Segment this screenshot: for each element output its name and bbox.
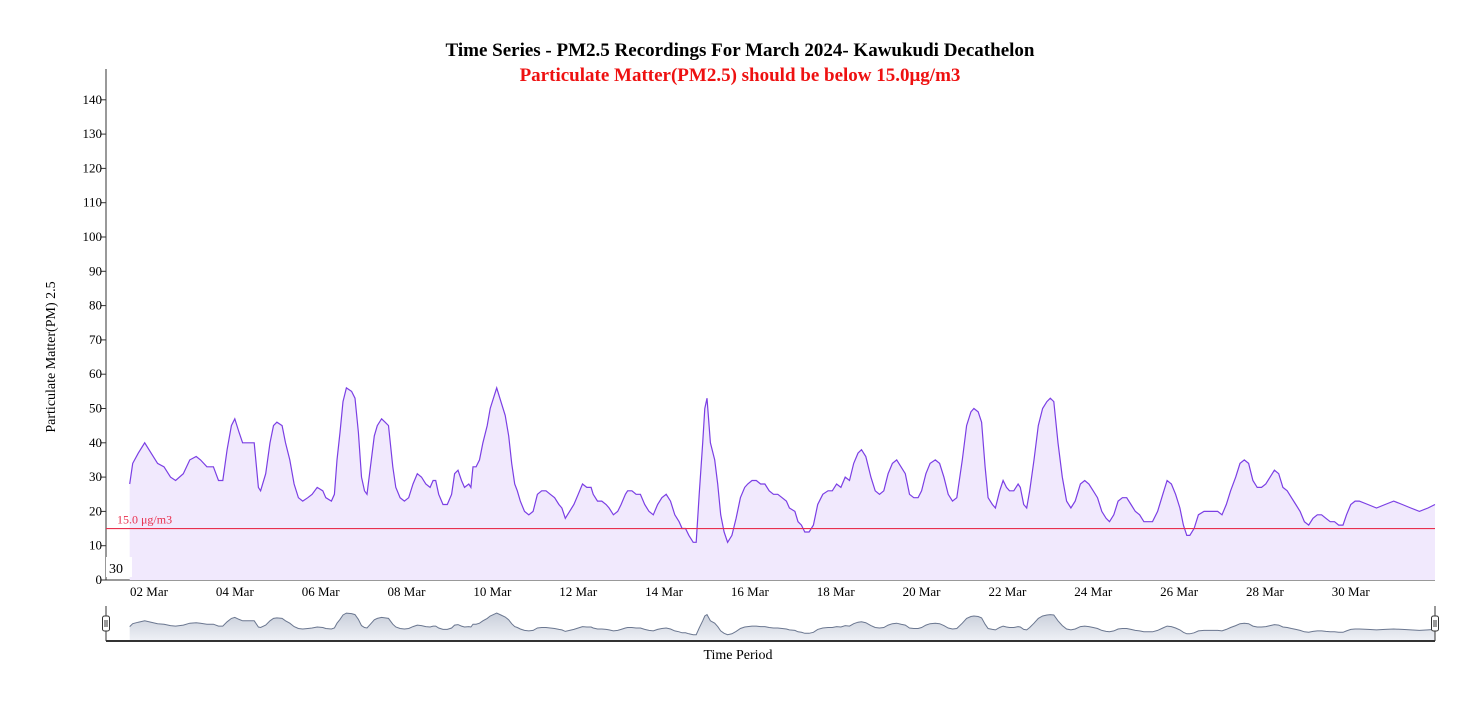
y-axis-label: Particulate Matter(PM) 2.5 <box>44 281 59 432</box>
x-tick-label: 26 Mar <box>1160 584 1199 599</box>
series-line <box>129 385 1436 544</box>
y-tick-label: 40 <box>89 435 102 450</box>
y-tick-label: 20 <box>89 503 102 518</box>
x-tick-label: 16 Mar <box>731 584 770 599</box>
y-tick-label: 90 <box>89 263 102 278</box>
x-tick-label: 06 Mar <box>302 584 341 599</box>
y-axis: 0 10 20 30 40 50 60 70 80 90 100 110 120 130 140 <box>83 69 107 587</box>
x-tick-label: 24 Mar <box>1074 584 1113 599</box>
threshold-label: 15.0 μg/m3 <box>117 513 172 527</box>
x-axis-label: Time Period <box>703 648 772 663</box>
y-tick-label: 30 <box>89 469 102 484</box>
navigator-right-handle[interactable] <box>1431 615 1439 632</box>
x-tick-label: 18 Mar <box>817 584 856 599</box>
y-tick-label: 10 <box>89 538 102 553</box>
y-tick-label: 100 <box>83 229 103 244</box>
y-tick-label: 50 <box>89 401 102 416</box>
x-tick-label: 12 Mar <box>559 584 598 599</box>
y-tick-label: 130 <box>83 126 103 141</box>
navigator-left-handle[interactable] <box>102 615 110 632</box>
time-navigator[interactable] <box>102 606 1439 642</box>
hover-value-label: 30 <box>109 562 123 577</box>
x-tick-label: 22 Mar <box>988 584 1027 599</box>
x-tick-label: 04 Mar <box>216 584 255 599</box>
y-tick-label: 60 <box>89 366 102 381</box>
series-area-fill <box>129 387 1436 580</box>
x-tick-label: 08 Mar <box>388 584 427 599</box>
x-tick-label: 28 Mar <box>1246 584 1285 599</box>
hover-value-box: 30 <box>106 557 132 577</box>
x-tick-label: 20 Mar <box>903 584 942 599</box>
x-tick-label: 02 Mar <box>130 584 169 599</box>
x-tick-label: 10 Mar <box>473 584 512 599</box>
chart-title: Time Series - PM2.5 Recordings For March… <box>445 40 1035 61</box>
navigator-line <box>129 612 1436 636</box>
y-tick-label: 120 <box>83 160 103 175</box>
y-tick-label: 110 <box>83 195 102 210</box>
y-tick-label: 140 <box>83 92 103 107</box>
x-tick-label: 14 Mar <box>645 584 684 599</box>
y-tick-label: 0 <box>96 572 103 587</box>
navigator-area <box>129 613 1436 640</box>
chart-subtitle: Particulate Matter(PM2.5) should be belo… <box>519 65 961 86</box>
y-tick-label: 80 <box>89 298 102 313</box>
x-axis: 02 Mar 04 Mar 06 Mar 08 Mar 10 Mar 12 Mar 14 M… <box>106 579 1435 599</box>
x-tick-label: 30 Mar <box>1332 584 1371 599</box>
y-tick-label: 70 <box>89 332 102 347</box>
